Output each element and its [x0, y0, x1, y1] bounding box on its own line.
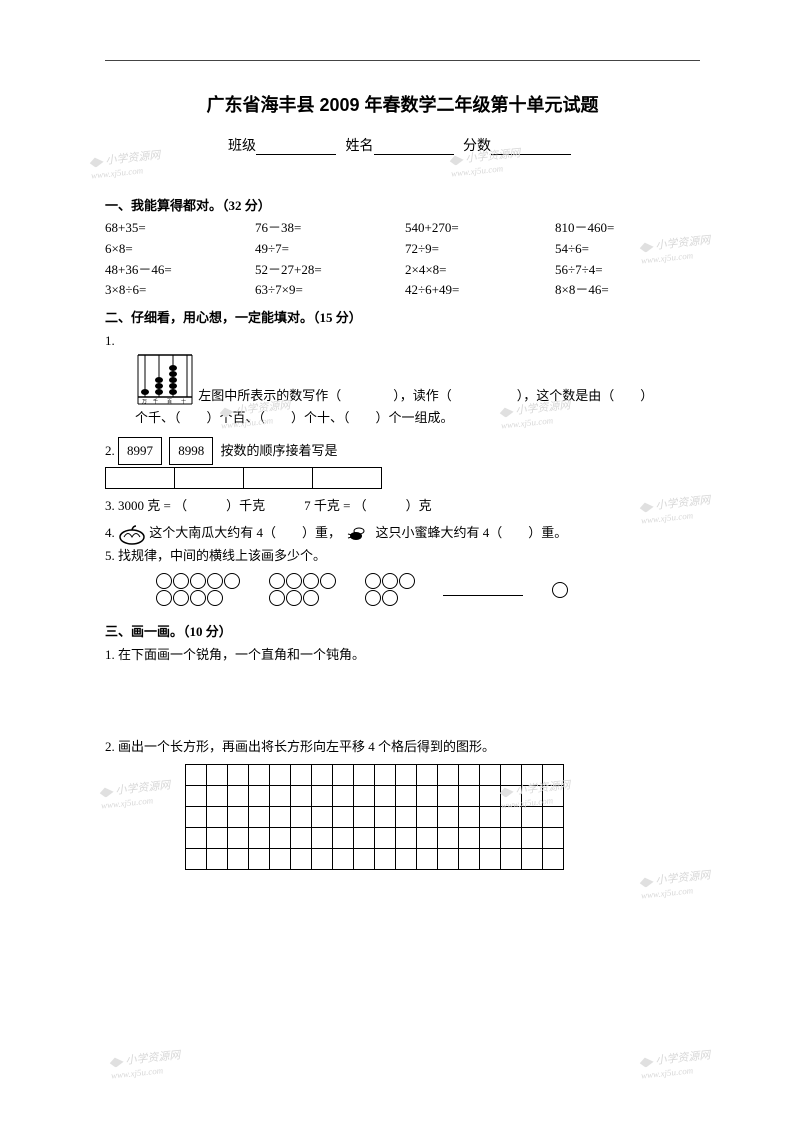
- drawing-space[interactable]: [105, 666, 700, 736]
- calc-cell: 68+35=: [105, 218, 255, 239]
- calc-cell: 56÷7÷4=: [555, 260, 705, 281]
- q1-prefix: 1.: [105, 330, 700, 352]
- calc-cell: 63÷7×9=: [255, 280, 405, 301]
- circle-group-1: [551, 581, 568, 598]
- table-row: 3×8÷6= 63÷7×9= 42÷6+49= 8×8－46=: [105, 280, 700, 301]
- calc-cell: 2×4×8=: [405, 260, 555, 281]
- calc-cell: 54÷6=: [555, 239, 705, 260]
- q4c-text: 这只小蜜蜂大约有 4（ ）重。: [376, 525, 568, 540]
- q4b-text: 这个大南瓜大约有 4（ ）重，: [149, 525, 341, 540]
- q2-text: 按数的顺序接着写是: [221, 443, 338, 458]
- svg-text:十: 十: [181, 398, 186, 405]
- answer-boxes[interactable]: [105, 467, 700, 489]
- pattern-row: [155, 573, 700, 607]
- score-blank[interactable]: [491, 140, 571, 155]
- circle-group-9: [155, 573, 240, 607]
- svg-text:千: 千: [153, 398, 158, 405]
- calc-cell: 540+270=: [405, 218, 555, 239]
- q4-label: 4.: [105, 525, 115, 540]
- q4-line: 4. 这个大南瓜大约有 4（ ）重， 这只小蜜蜂大约有 4（ ）重。: [105, 522, 700, 545]
- class-label: 班级: [228, 139, 256, 154]
- pattern-answer-blank[interactable]: [443, 583, 523, 596]
- calc-cell: 8×8－46=: [555, 280, 705, 301]
- grid[interactable]: [185, 764, 564, 870]
- section3-heading: 三、画一画。（10 分）: [105, 621, 700, 640]
- calc-cell: 49÷7=: [255, 239, 405, 260]
- calc-cell: 810－460=: [555, 218, 705, 239]
- name-blank[interactable]: [374, 140, 454, 155]
- document-title: 广东省海丰县 2009 年春数学二年级第十单元试题: [105, 91, 700, 117]
- q2-line: 2. 8997 8998 按数的顺序接着写是: [105, 437, 700, 465]
- calc-cell: 76－38=: [255, 218, 405, 239]
- q1-text2: 个千、（ ）个百、（ ）个十、（ ）个一组成。: [135, 407, 700, 429]
- calc-cell: 72÷9=: [405, 239, 555, 260]
- table-row: 48+36－46= 52－27+28= 2×4×8= 56÷7÷4=: [105, 260, 700, 281]
- class-blank[interactable]: [256, 140, 336, 155]
- calc-cell: 6×8=: [105, 239, 255, 260]
- watermark: 小学资源网www.xj5u.com: [109, 1046, 183, 1081]
- score-label: 分数: [463, 139, 491, 154]
- seq-box: 8998: [169, 437, 213, 465]
- calc-cell: 48+36－46=: [105, 260, 255, 281]
- circle-group-7: [268, 573, 336, 607]
- q2-label: 2.: [105, 443, 115, 458]
- watermark: 小学资源网www.xj5u.com: [639, 1046, 713, 1081]
- s3-q2: 2. 画出一个长方形，再画出将长方形向左平移 4 个格后得到的图形。: [105, 736, 700, 758]
- abacus-icon: 万 千 百 十: [135, 352, 195, 407]
- calc-cell: 52－27+28=: [255, 260, 405, 281]
- page: 广东省海丰县 2009 年春数学二年级第十单元试题 班级 姓名 分数 一、我能算…: [0, 0, 800, 910]
- horizontal-rule: [105, 60, 700, 61]
- calc-cell: 3×8÷6=: [105, 280, 255, 301]
- svg-text:百: 百: [167, 399, 172, 405]
- svg-text:万: 万: [142, 399, 147, 405]
- q1-line: 万 千 百 十 左图中所表示的数写作（ ），读作（ ），这个数是由（ ）: [105, 352, 700, 407]
- table-row: 6×8= 49÷7= 72÷9= 54÷6=: [105, 239, 700, 260]
- calc-table: 68+35= 76－38= 540+270= 810－460= 6×8= 49÷…: [105, 218, 700, 301]
- seq-box: 8997: [118, 437, 162, 465]
- bee-icon: [344, 524, 372, 544]
- calc-cell: 42÷6+49=: [405, 280, 555, 301]
- pumpkin-icon: [118, 523, 146, 545]
- section1-heading: 一、我能算得都对。（32 分）: [105, 195, 700, 214]
- table-row: 68+35= 76－38= 540+270= 810－460=: [105, 218, 700, 239]
- circle-group-5: [364, 573, 415, 607]
- student-info-line: 班级 姓名 分数: [105, 135, 700, 155]
- q5-text: 5. 找规律，中间的横线上该画多少个。: [105, 545, 700, 567]
- name-label: 姓名: [346, 139, 374, 154]
- q1-text: 左图中所表示的数写作（ ），读作（ ），这个数是由（ ）: [198, 388, 653, 403]
- q3-text: 3. 3000 克 = （ ）千克 7 千克 = （ ）克: [105, 495, 700, 517]
- s3-q1: 1. 在下面画一个锐角，一个直角和一个钝角。: [105, 644, 700, 666]
- section2-heading: 二、仔细看，用心想，一定能填对。（15 分）: [105, 307, 700, 326]
